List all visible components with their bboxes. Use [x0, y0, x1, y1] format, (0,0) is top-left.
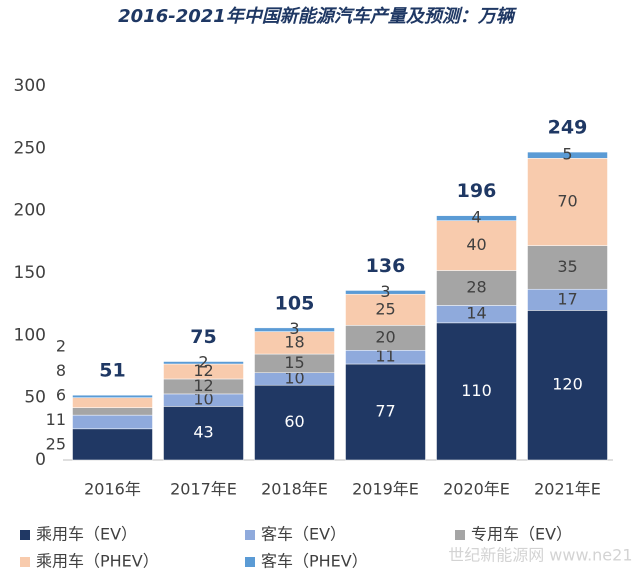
- x-tick-label: 2019年E: [352, 480, 419, 499]
- data-label: 60: [284, 412, 304, 431]
- y-tick-label: 250: [14, 138, 46, 158]
- bar-segment: [345, 325, 426, 351]
- legend-label: 乘用车（EV）: [36, 525, 137, 544]
- x-tick-label: 2018年E: [261, 480, 328, 499]
- x-tick-label: 2021年E: [534, 480, 601, 499]
- data-label: 3: [380, 282, 390, 301]
- legend-label: 乘用车（PHEV）: [36, 552, 159, 571]
- data-label: 2: [198, 352, 208, 371]
- bar-segment: [72, 394, 153, 398]
- data-label: 11: [375, 347, 395, 366]
- bar-segment: [254, 384, 335, 461]
- legend-label: 客车（EV）: [261, 525, 346, 544]
- data-label: 70: [557, 191, 577, 210]
- y-tick-label: 200: [14, 201, 46, 221]
- data-label: 3: [289, 319, 299, 338]
- data-label: 28: [466, 277, 486, 296]
- bar-segment: [72, 428, 153, 461]
- bar-segment: [254, 327, 335, 332]
- bar-segment: [72, 407, 153, 416]
- data-label: 11: [46, 410, 66, 429]
- data-label: 25: [46, 435, 66, 454]
- data-label: 18: [284, 332, 304, 351]
- data-label: 12: [193, 361, 213, 380]
- legend-swatch: [245, 530, 255, 540]
- bar-segment: [72, 414, 153, 430]
- legend-swatch: [245, 557, 255, 567]
- data-label: 110: [461, 381, 492, 400]
- data-label: 77: [375, 402, 395, 421]
- bar-segment: [436, 220, 517, 271]
- legend-swatch: [20, 530, 30, 540]
- data-label: 17: [557, 289, 577, 308]
- bar-segment: [436, 215, 517, 221]
- total-label: 249: [548, 117, 588, 139]
- watermark: 世纪新能源网 www.ne21.com: [448, 546, 633, 565]
- data-label: 8: [56, 361, 66, 380]
- total-label: 196: [457, 180, 497, 202]
- bar-segment: [163, 361, 244, 365]
- x-tick-label: 2016年: [84, 480, 141, 499]
- data-label: 120: [552, 375, 583, 394]
- data-label: 25: [375, 299, 395, 318]
- data-label: 5: [562, 145, 572, 164]
- bar-segment: [72, 397, 153, 408]
- total-label: 136: [366, 255, 406, 277]
- legend-label: 客车（PHEV）: [261, 552, 368, 571]
- y-tick-label: 100: [14, 325, 46, 345]
- total-label: 51: [99, 360, 125, 382]
- bar-segment: [436, 322, 517, 461]
- y-tick-label: 300: [14, 76, 46, 96]
- data-label: 12: [193, 376, 213, 395]
- data-label: 10: [193, 390, 213, 409]
- total-label: 75: [190, 326, 216, 348]
- y-tick-label: 50: [24, 388, 46, 408]
- bar-segment: [436, 270, 517, 306]
- data-label: 40: [466, 235, 486, 254]
- y-tick-label: 0: [35, 450, 46, 470]
- x-tick-label: 2017年E: [170, 480, 237, 499]
- bar-segment: [345, 290, 426, 295]
- y-tick-label: 150: [14, 263, 46, 283]
- legend-swatch: [455, 530, 465, 540]
- data-label: 43: [193, 423, 213, 442]
- bar-segment: [527, 151, 608, 159]
- total-label: 105: [275, 292, 315, 314]
- legend-swatch: [20, 557, 30, 567]
- chart-title: 2016-2021年中国新能源汽车产量及预测：万辆: [118, 6, 518, 27]
- data-label: 10: [284, 368, 304, 387]
- data-label: 35: [557, 257, 577, 276]
- bar-segment: [345, 293, 426, 326]
- data-label: 14: [466, 304, 486, 323]
- data-label: 20: [375, 327, 395, 346]
- data-label: 2: [56, 337, 66, 356]
- data-label: 4: [471, 208, 481, 227]
- data-label: 6: [56, 386, 66, 405]
- x-tick-label: 2020年E: [443, 480, 510, 499]
- data-label: 15: [284, 353, 304, 372]
- bar-segment: [527, 158, 608, 246]
- bar-segment: [345, 363, 426, 461]
- legend-label: 专用车（EV）: [471, 525, 572, 544]
- bar-segment: [163, 406, 244, 461]
- bar-segment: [527, 310, 608, 461]
